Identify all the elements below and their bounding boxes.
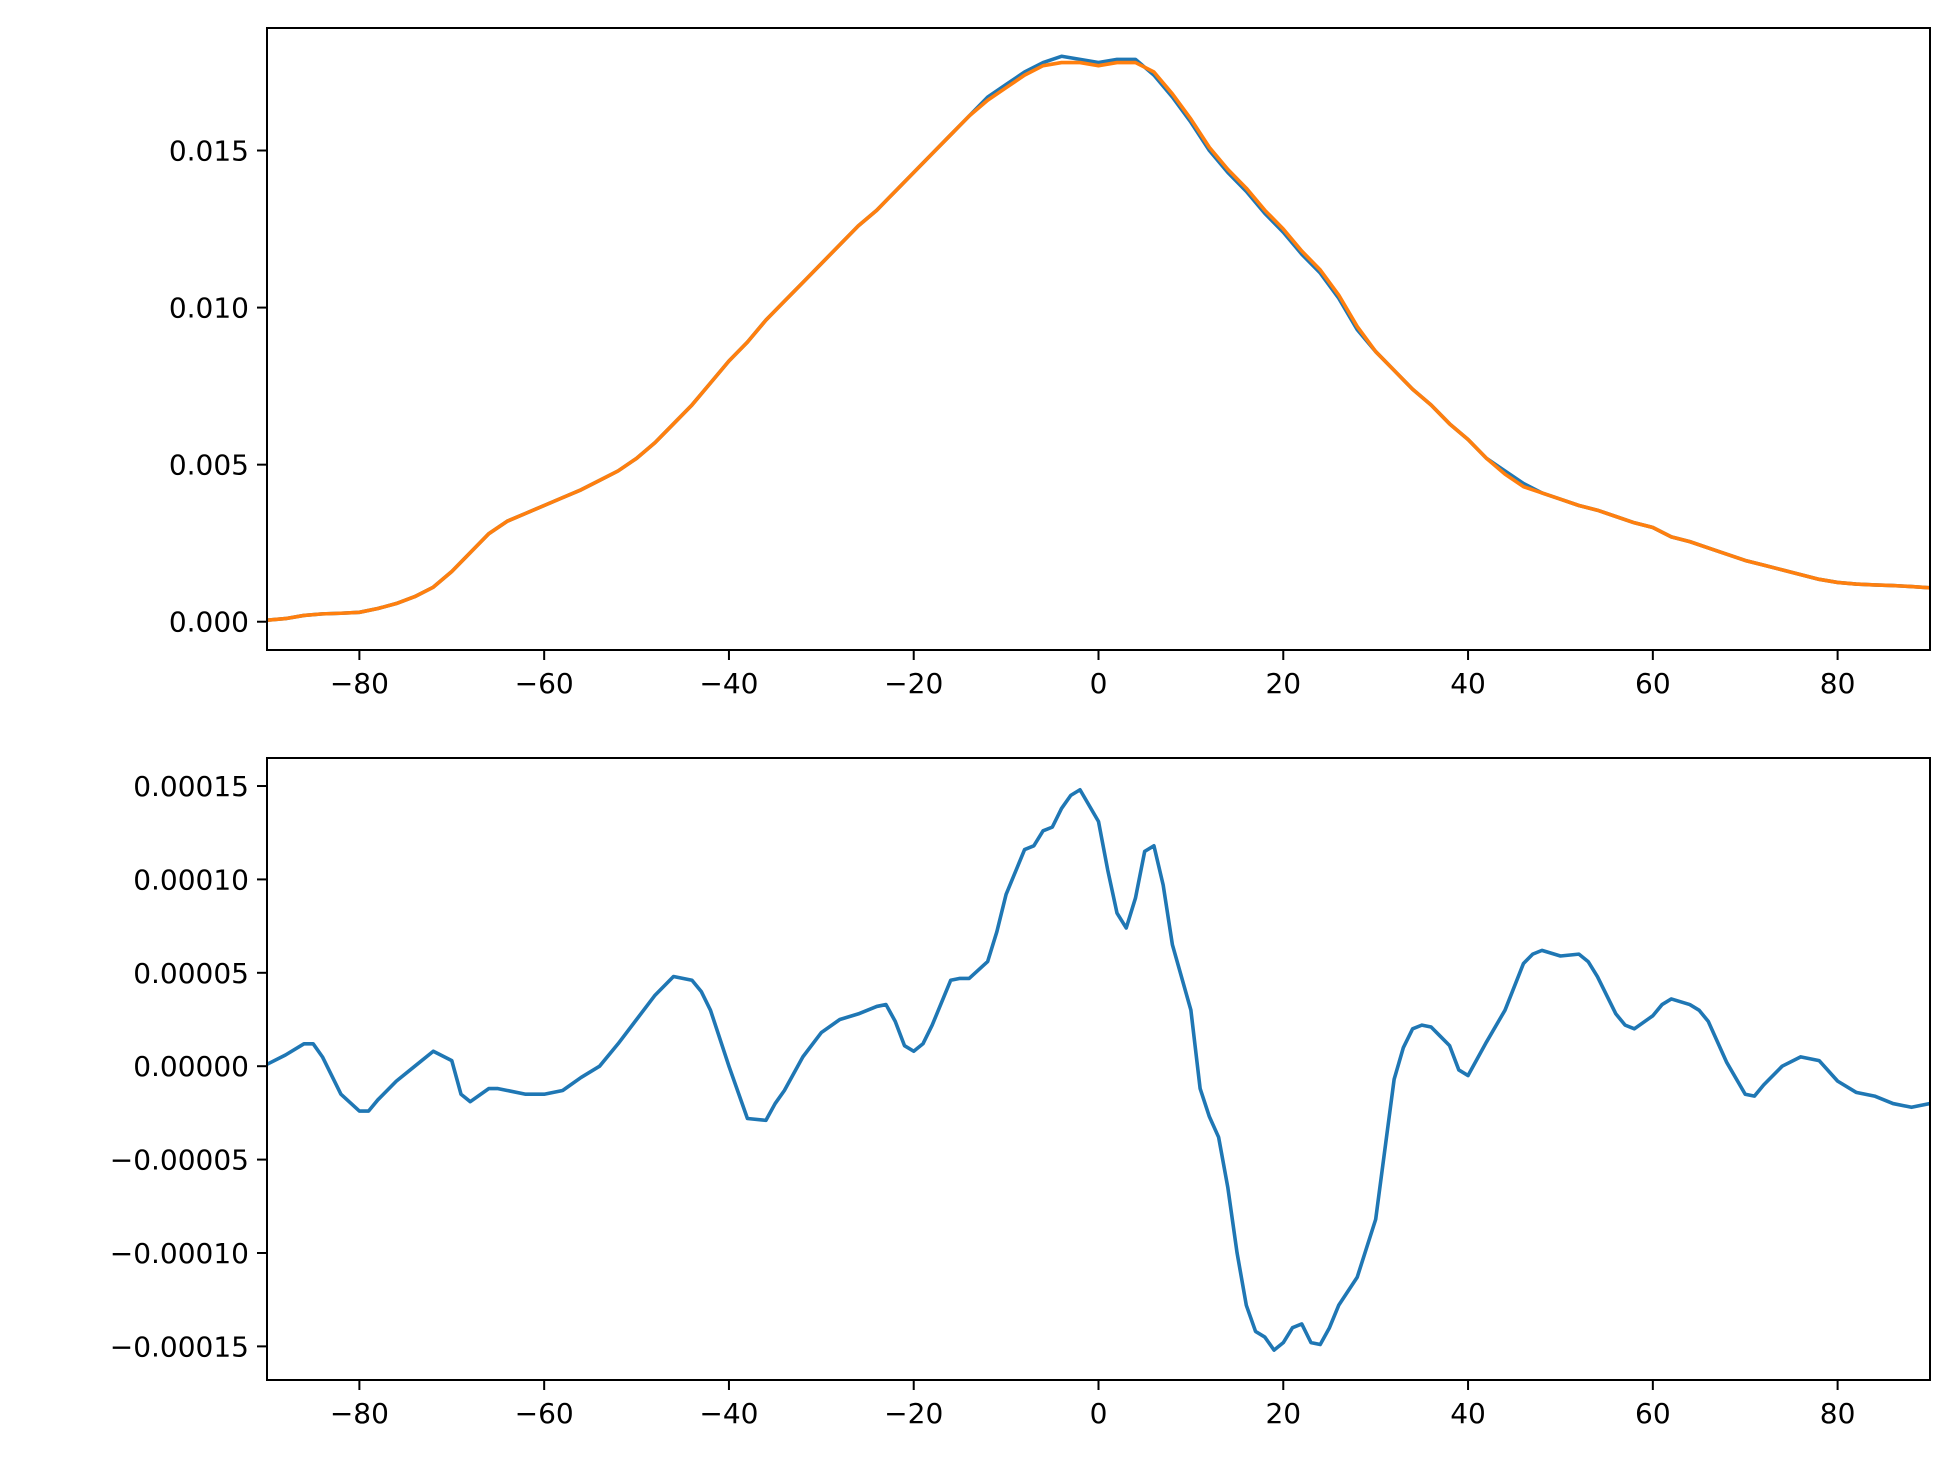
top-plot-x-tick-label: 60 <box>1635 667 1671 700</box>
bottom-plot-y-axis: 0.00015 0.00010 0.00005 0.00000 −0.00005 −0.0… <box>110 770 267 1363</box>
bottom-plot-y-tick-label: 0.00010 <box>133 863 249 896</box>
top-plot-x-tick-label: −40 <box>699 667 758 700</box>
bottom-plot-x-tick-label: −40 <box>699 1397 758 1430</box>
top-plot-y-tick-label: 0.000 <box>169 606 249 639</box>
top-plot-lines <box>267 54 1930 622</box>
bottom-plot-x-tick-label: 20 <box>1265 1397 1301 1430</box>
top-plot-y-tick-label: 0.005 <box>169 449 249 482</box>
bottom-plot-y-tick-label: 0.00000 <box>133 1050 249 1083</box>
bottom-plot-x-tick-label: −80 <box>330 1397 389 1430</box>
bottom-plot-y-tick-label: −0.00015 <box>110 1330 249 1363</box>
top-plot-x-axis: −80 −60 −40 −20 0 20 40 60 80 <box>330 650 1856 700</box>
bottom-plot-y-tick-label: −0.00010 <box>110 1237 249 1270</box>
bottom-plot: −80 −60 −40 −20 0 20 40 60 80 0.000150.000100.00… <box>110 757 1931 1430</box>
bottom-plot-x-tick-label: 60 <box>1635 1397 1671 1430</box>
top-plot-x-tick-label: −80 <box>330 667 389 700</box>
bottom-plot-x-tick-label: −20 <box>884 1397 943 1430</box>
top-plot-x-tick-label: 40 <box>1450 667 1486 700</box>
top-plot-x-tick-label: 0 <box>1090 667 1108 700</box>
top-plot-y-tick-label: 0.010 <box>169 292 249 325</box>
bottom-plot-frame <box>266 757 1931 1381</box>
bottom-plot-y-tick-label: −0.00005 <box>110 1144 249 1177</box>
top-plot-y-tick-label: 0.015 <box>169 135 249 168</box>
top-plot-frame <box>266 27 1931 651</box>
bottom-plot-y-tick-label: 0.00015 <box>133 770 249 803</box>
bottom-plot-x-tick-label: 80 <box>1820 1397 1856 1430</box>
bottom-plot-lines <box>267 787 1930 1352</box>
top-plot-series-line-2 <box>267 60 1930 622</box>
bottom-plot-x-tick-label: 40 <box>1450 1397 1486 1430</box>
bottom-plot-x-tick-label: 0 <box>1090 1397 1108 1430</box>
bottom-plot-x-axis: −80 −60 −40 −20 0 20 40 60 80 <box>330 1380 1856 1430</box>
bottom-plot-x-tick-label: −60 <box>515 1397 574 1430</box>
top-plot-x-tick-label: −60 <box>515 667 574 700</box>
top-plot: −80 −60 −40 −20 0 20 40 60 80 0.0000.0050.0100.0… <box>169 27 1931 700</box>
top-plot-x-tick-label: −20 <box>884 667 943 700</box>
top-plot-x-tick-label: 20 <box>1265 667 1301 700</box>
top-plot-y-axis: 0.000 0.005 0.010 0.015 <box>169 135 267 639</box>
bottom-plot-y-tick-label: 0.00005 <box>133 957 249 990</box>
top-plot-x-tick-label: 80 <box>1820 667 1856 700</box>
bottom-plot-series-line-1 <box>267 787 1930 1352</box>
